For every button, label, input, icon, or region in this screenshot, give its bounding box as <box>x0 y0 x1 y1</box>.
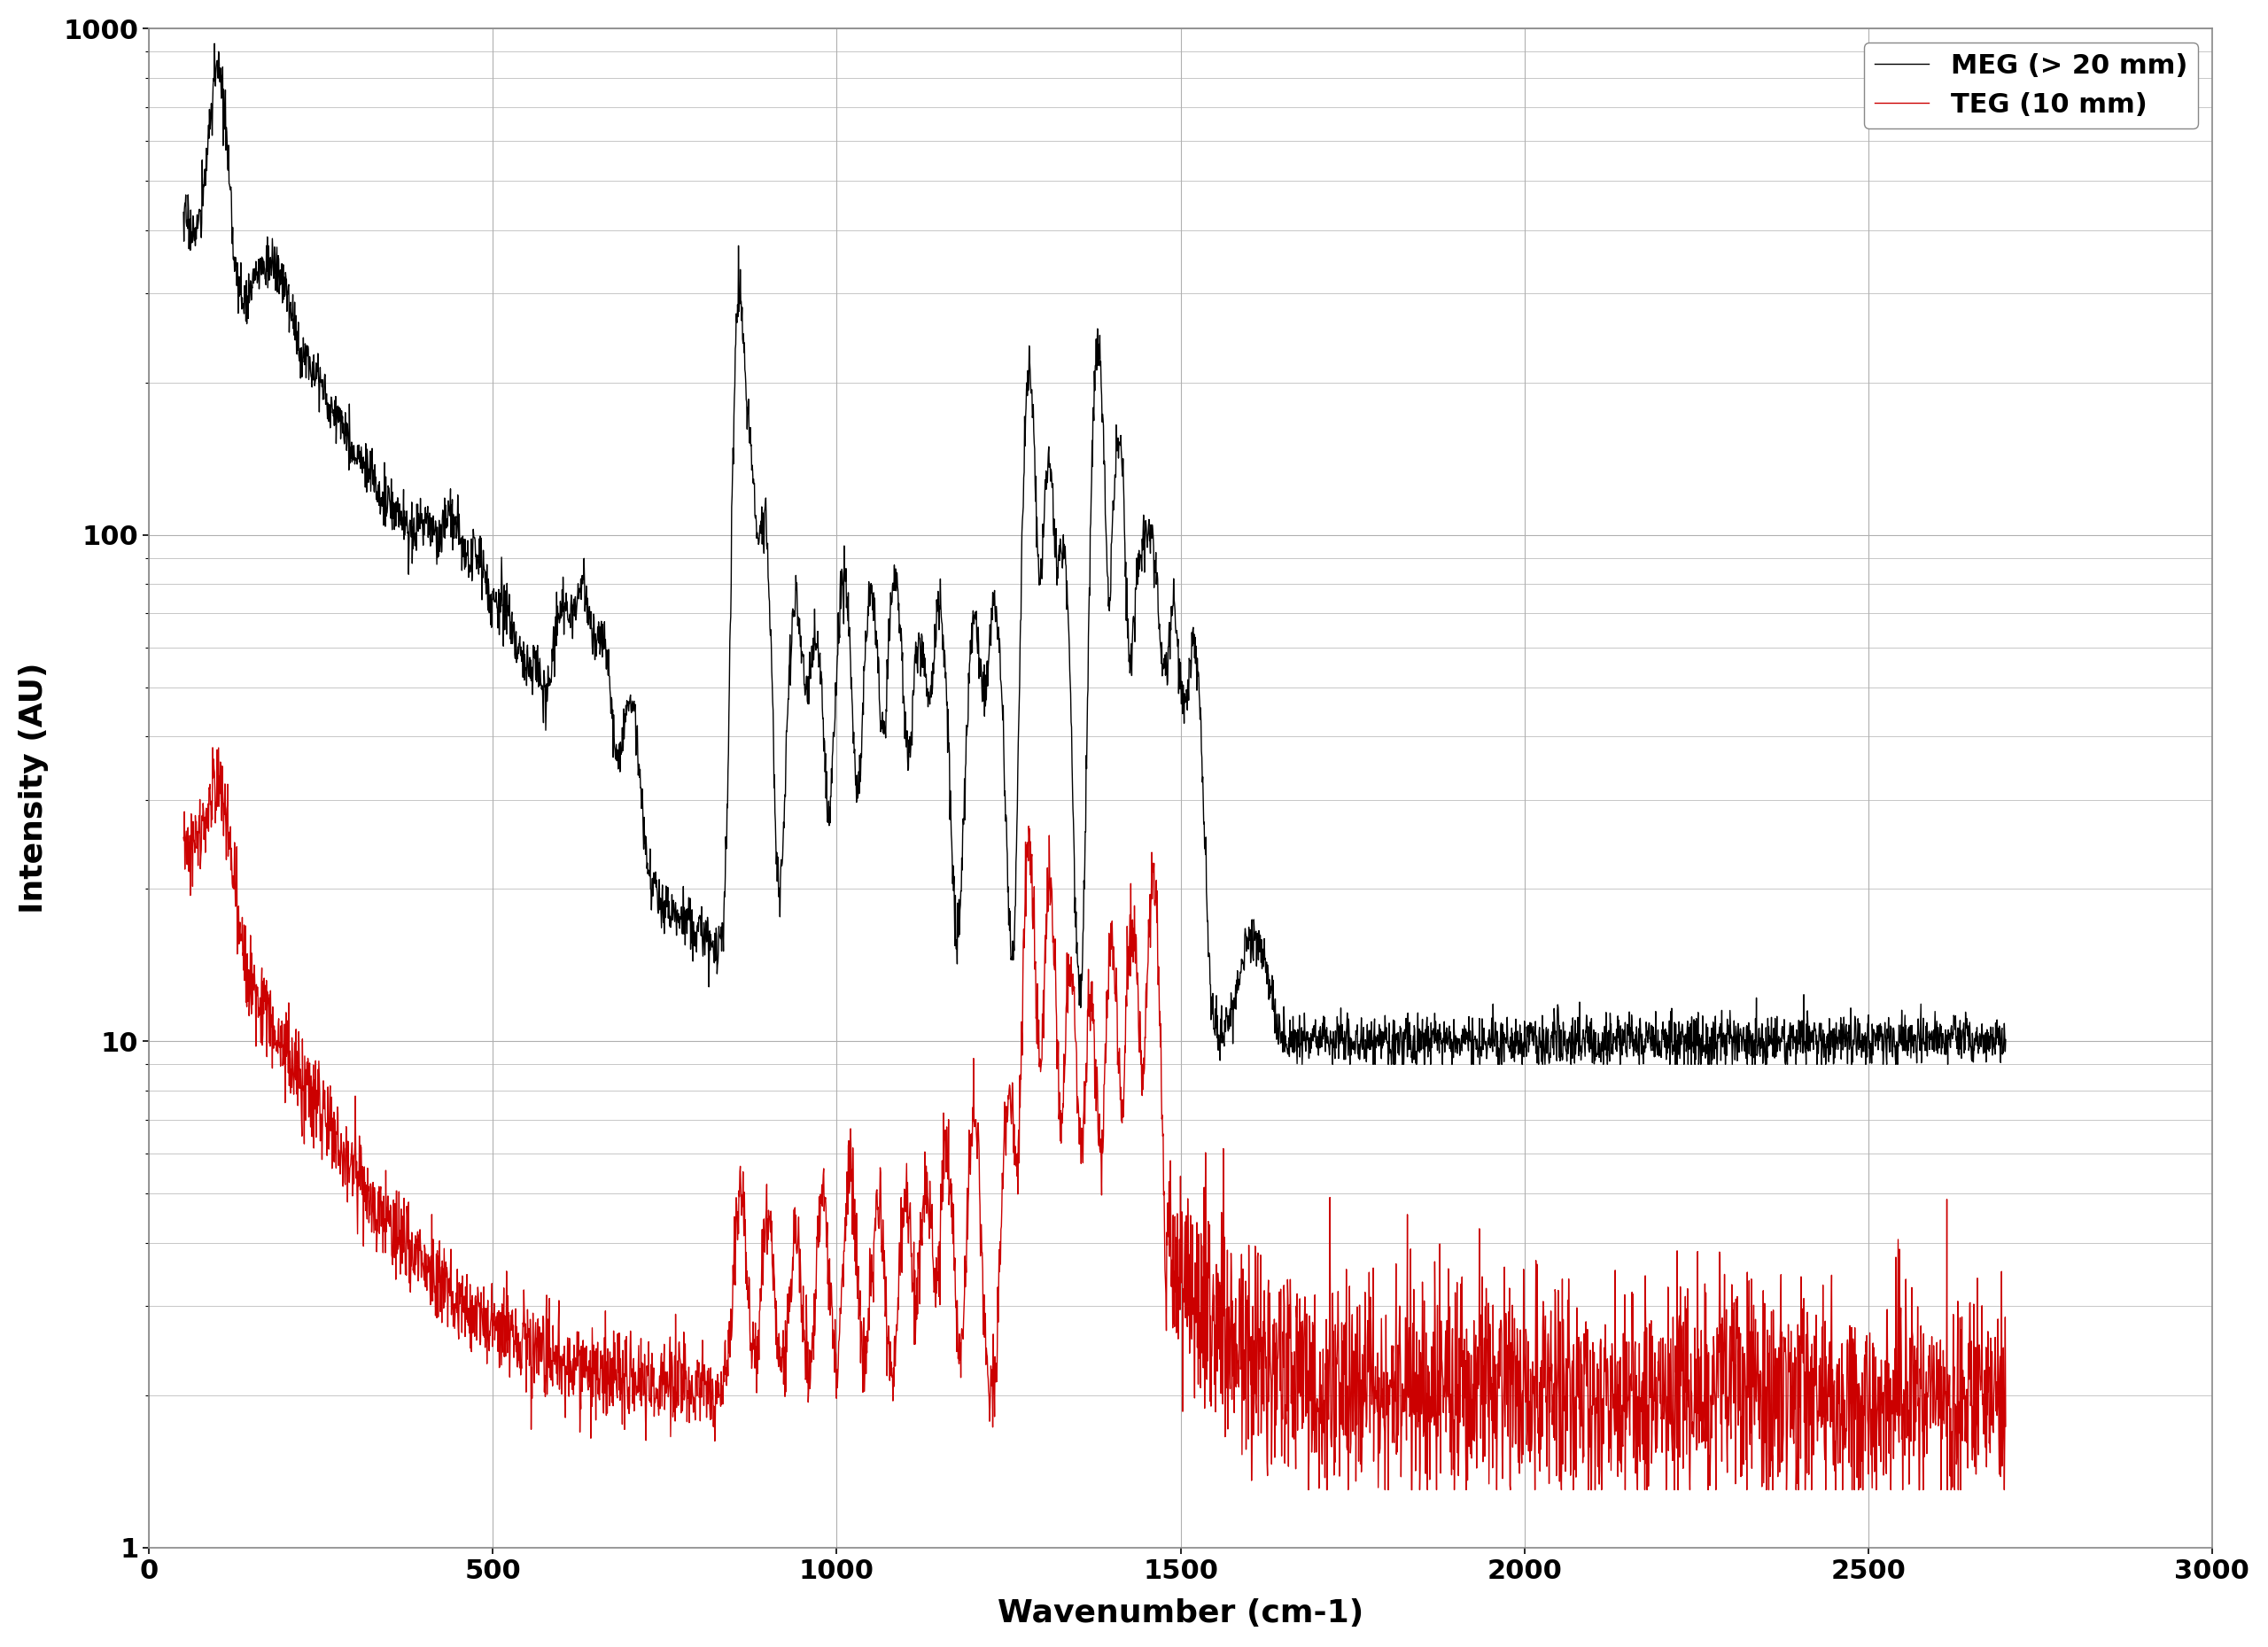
TEG (10 mm) <box>170 827 197 847</box>
Line: MEG (> 20 mm): MEG (> 20 mm) <box>184 43 2005 1064</box>
MEG (> 20 mm) <box>1991 1029 2019 1049</box>
TEG (10 mm) <box>1295 1481 1322 1500</box>
TEG (10 mm) <box>200 738 227 758</box>
MEG (> 20 mm) <box>1495 1036 1522 1056</box>
TEG (10 mm) <box>1991 1416 2019 1436</box>
TEG (10 mm) <box>950 1298 978 1318</box>
MEG (> 20 mm) <box>937 744 964 764</box>
Legend: MEG (> 20 mm), TEG (10 mm): MEG (> 20 mm), TEG (10 mm) <box>1864 43 2198 128</box>
MEG (> 20 mm) <box>1288 1054 1315 1074</box>
TEG (10 mm) <box>1495 1426 1522 1446</box>
MEG (> 20 mm) <box>202 33 229 53</box>
TEG (10 mm) <box>1937 1398 1964 1418</box>
MEG (> 20 mm) <box>950 807 978 827</box>
TEG (10 mm) <box>1846 1395 1873 1415</box>
Y-axis label: Intensity (AU): Intensity (AU) <box>18 662 48 914</box>
MEG (> 20 mm) <box>1846 1015 1873 1034</box>
TEG (10 mm) <box>1036 866 1064 886</box>
TEG (10 mm) <box>937 1181 964 1201</box>
MEG (> 20 mm) <box>1937 1038 1964 1057</box>
MEG (> 20 mm) <box>1036 456 1064 476</box>
X-axis label: Wavenumber (cm-1): Wavenumber (cm-1) <box>998 1599 1363 1629</box>
Line: TEG (10 mm): TEG (10 mm) <box>184 748 2005 1491</box>
MEG (> 20 mm) <box>170 203 197 222</box>
